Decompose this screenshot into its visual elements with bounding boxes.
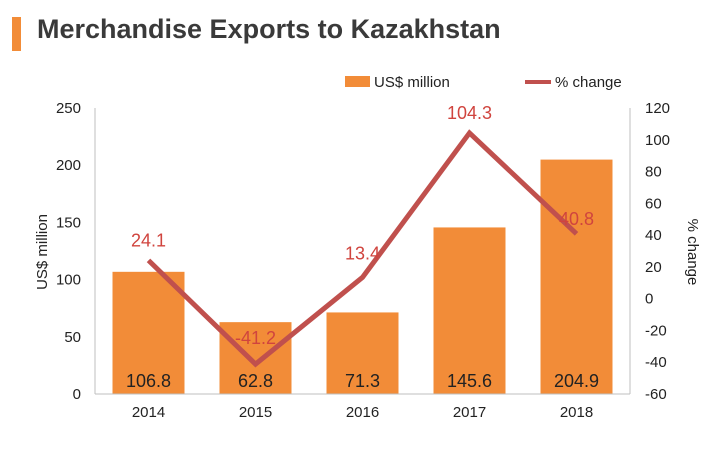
plot-area: 0 50 100 150 200 250 -60 -40 -20 0 20 40 60 80 100 120 2… [56,100,670,421]
bar-value-label: 106.8 [126,371,171,391]
bar-value-label: 62.8 [238,371,273,391]
y-tick-right: 20 [645,259,662,276]
line-value-label: 24.1 [131,230,166,250]
y-tick-right: 0 [645,291,653,308]
y-tick-left: 250 [56,100,81,117]
line-value-label: -41.2 [235,328,276,348]
bar-value-label: 204.9 [554,371,599,391]
legend-swatch-us-million [345,76,370,87]
y-tick-right: 80 [645,164,662,181]
x-tick-label: 2015 [239,404,272,421]
legend-label-us-million: US$ million [374,74,450,91]
y-tick-right: -60 [645,386,667,403]
bar-value-label: 71.3 [345,371,380,391]
title-accent-bar [12,17,21,51]
y-tick-right: -20 [645,322,667,339]
line-value-label: 13.4 [345,243,380,263]
y-tick-right: 120 [645,100,670,117]
line-value-label: 40.8 [559,209,594,229]
chart-title: Merchandise Exports to Kazakhstan [37,14,501,44]
y-tick-left: 100 [56,272,81,289]
y-tick-right: 60 [645,195,662,212]
y-tick-right: 40 [645,227,662,244]
y-tick-left: 0 [73,386,81,403]
x-tick-label: 2017 [453,404,486,421]
legend-label-percent-change: % change [555,74,622,91]
y-tick-right: 100 [645,132,670,149]
bar-2015 [219,322,292,394]
x-tick-label: 2016 [346,404,379,421]
y-axis-title-left: US$ million [34,214,51,290]
y-axis-title-right: % change [684,219,701,286]
x-tick-label: 2014 [132,404,165,421]
bar-2016 [326,312,399,394]
y-tick-left: 200 [56,157,81,174]
bar-2014 [112,271,185,394]
x-tick-label: 2018 [560,404,593,421]
legend: US$ million % change [345,74,622,91]
bar-2018 [540,159,613,394]
line-value-label: 104.3 [447,103,492,123]
y-tick-left: 50 [64,329,81,346]
y-tick-right: -40 [645,354,667,371]
bar-2017 [433,227,506,394]
bar-value-label: 145.6 [447,371,492,391]
y-tick-left: 150 [56,214,81,231]
